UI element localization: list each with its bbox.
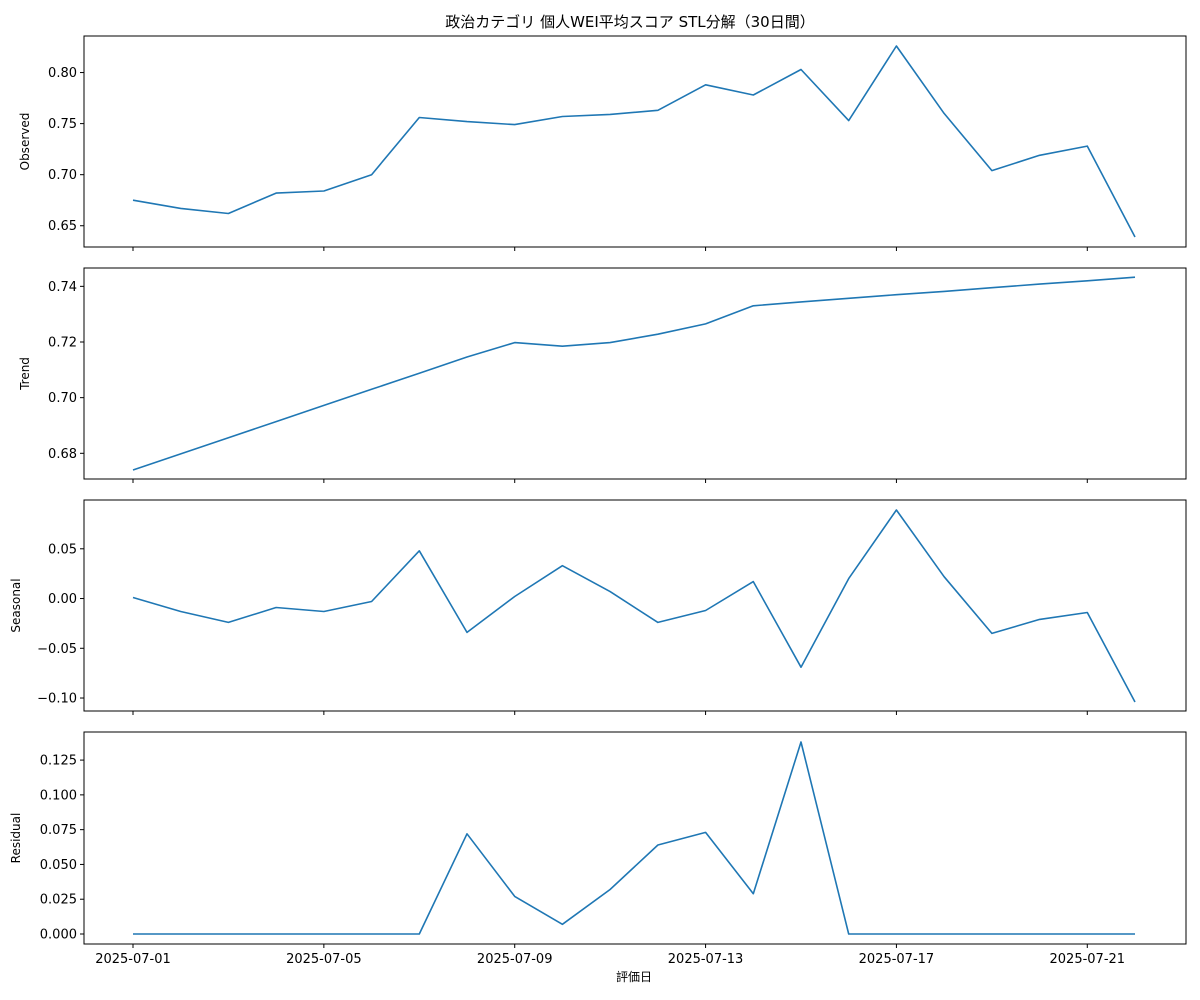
y-tick-label: −0.10 bbox=[37, 692, 77, 707]
x-axis-label: 評価日 bbox=[616, 969, 652, 984]
panel-residual: 0.000 0.025 0.050 0.075 0.100 0.125 Residual 20… bbox=[9, 731, 1187, 967]
y-tick-label: 0.65 bbox=[48, 219, 77, 234]
x-tick-label: 2025-07-17 bbox=[859, 952, 935, 967]
panel-trend: 0.68 0.70 0.72 0.74 Trend bbox=[18, 267, 1187, 483]
y-tick-label: 0.72 bbox=[48, 336, 77, 351]
y-tick-label: 0.68 bbox=[48, 447, 77, 462]
y-tick-label: 0.075 bbox=[40, 823, 77, 838]
axes-frame bbox=[83, 499, 1187, 712]
y-tick-label: 0.000 bbox=[40, 928, 77, 943]
y-tick-label: 0.70 bbox=[48, 391, 77, 406]
y-tick-label: 0.100 bbox=[40, 788, 77, 803]
y-tick-label: 0.70 bbox=[48, 168, 77, 183]
y-tick-label: 0.74 bbox=[48, 280, 77, 295]
panels-layer: 0.65 0.70 0.75 0.80 Observed 0.68 0.70 0.72 0.74… bbox=[9, 35, 1187, 967]
y-axis-label: Observed bbox=[18, 113, 32, 171]
y-tick-label: 0.125 bbox=[40, 754, 77, 769]
chart-title: 政治カテゴリ 個人WEI平均スコア STL分解（30日間） bbox=[445, 13, 814, 31]
x-tick-label: 2025-07-13 bbox=[668, 952, 744, 967]
y-tick-label: 0.75 bbox=[48, 117, 77, 132]
panel-observed: 0.65 0.70 0.75 0.80 Observed bbox=[18, 35, 1187, 251]
y-tick-label: 0.00 bbox=[48, 592, 77, 607]
x-tick-label: 2025-07-01 bbox=[95, 952, 171, 967]
axes-frame bbox=[83, 35, 1187, 248]
y-axis-label: Seasonal bbox=[9, 578, 23, 632]
series-line-trend bbox=[132, 276, 1136, 471]
series-line-seasonal bbox=[132, 509, 1136, 703]
series-line-residual bbox=[133, 741, 1135, 935]
y-tick-label: 0.025 bbox=[40, 893, 77, 908]
y-tick-label: 0.80 bbox=[48, 66, 77, 81]
x-tick-label: 2025-07-09 bbox=[477, 952, 553, 967]
x-tick-label: 2025-07-21 bbox=[1050, 952, 1126, 967]
series-line-observed bbox=[132, 45, 1136, 238]
panel-seasonal: −0.10 −0.05 0.00 0.05 Seasonal bbox=[9, 499, 1187, 715]
y-tick-label: 0.05 bbox=[48, 542, 77, 557]
y-tick-label: 0.050 bbox=[40, 858, 77, 873]
x-tick-label: 2025-07-05 bbox=[286, 952, 362, 967]
axes-frame bbox=[83, 267, 1187, 480]
y-axis-label: Residual bbox=[9, 813, 23, 864]
y-axis-label: Trend bbox=[18, 357, 32, 391]
y-tick-label: −0.05 bbox=[37, 642, 77, 657]
axes-frame bbox=[83, 731, 1187, 945]
